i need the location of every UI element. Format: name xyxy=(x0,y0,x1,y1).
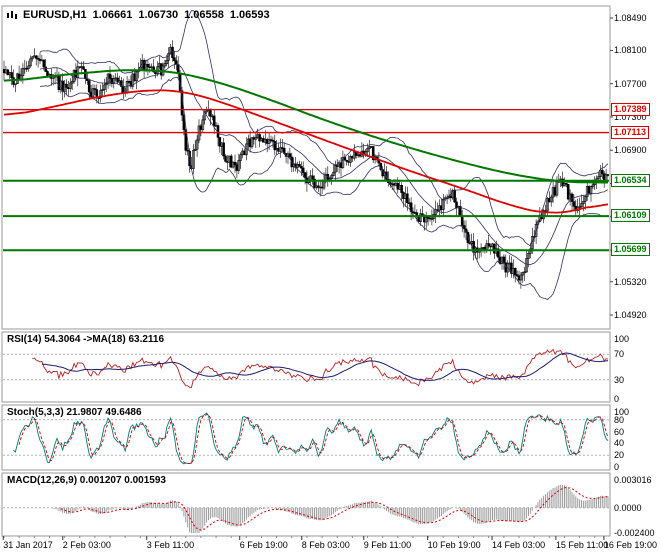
stoch-indicator-label: Stoch(5,3,3) 21.9807 49.6486 xyxy=(7,407,142,418)
header-symbol-period: EURUSD,H1 xyxy=(23,9,87,21)
stoch-pane-layer xyxy=(3,412,609,465)
macd-indicator-label: MACD(12,26,9) 0.001207 0.001593 xyxy=(7,475,166,486)
header-low: 1.06558 xyxy=(184,9,224,21)
rsi-indicator-label: RSI(14) 54.3064 ->MA(18) 63.2116 xyxy=(7,334,165,345)
header-open: 1.06661 xyxy=(92,9,133,21)
header-close: 1.06593 xyxy=(229,9,270,21)
rsi-pane-layer xyxy=(3,348,609,389)
price-pane-layer xyxy=(3,10,609,301)
header-high: 1.06730 xyxy=(138,9,179,21)
macd-pane-layer xyxy=(3,484,609,533)
chart-header: EURUSD,H1 1.06661 1.06730 1.06558 1.0659… xyxy=(7,9,270,21)
candlestick-chart-icon xyxy=(7,11,17,19)
